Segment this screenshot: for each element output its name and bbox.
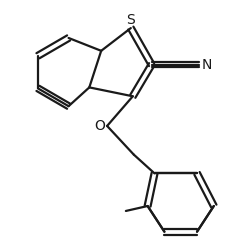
Text: S: S [126,13,135,27]
Text: O: O [94,119,105,133]
Text: N: N [201,58,211,72]
